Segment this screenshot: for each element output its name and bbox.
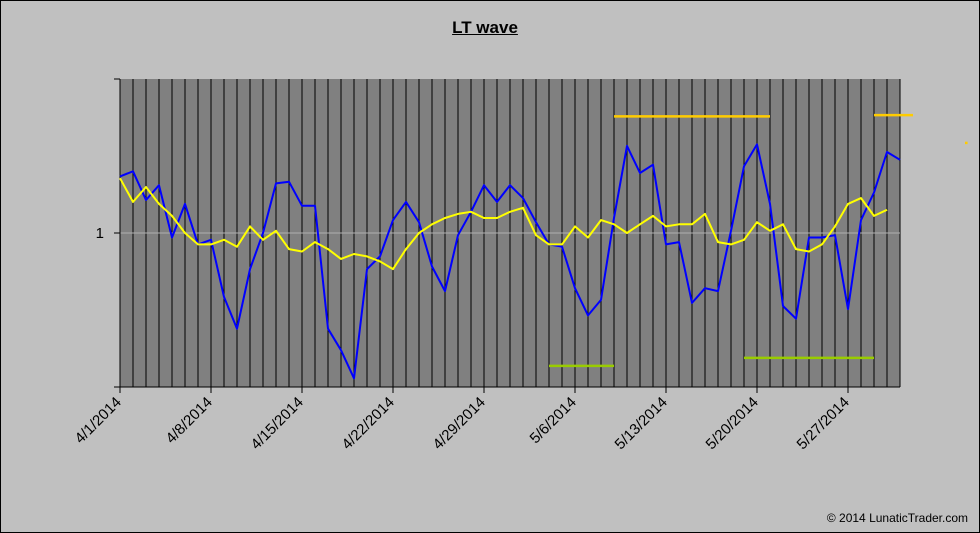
- x-tick-label: 5/13/2014: [612, 394, 671, 453]
- chart-title: LT wave: [452, 18, 518, 37]
- x-tick-label: 5/27/2014: [794, 394, 853, 453]
- x-tick-label: 4/8/2014: [163, 394, 216, 447]
- y-ticks: 1: [96, 78, 120, 388]
- series-line-1: [119, 143, 901, 380]
- x-tick-label: 4/22/2014: [339, 394, 398, 453]
- level-segments: [549, 113, 968, 368]
- x-tick-label: 4/1/2014: [72, 394, 125, 447]
- y-tick-label: 1: [96, 225, 104, 242]
- x-tick-label: 4/29/2014: [430, 394, 489, 453]
- x-tick-label: 4/15/2014: [248, 394, 307, 453]
- copyright-text: © 2014 LunaticTrader.com: [826, 511, 968, 525]
- series-lines: [119, 143, 901, 380]
- series-line-2: [119, 177, 888, 271]
- x-ticks: 4/1/2014 4/8/2014 4/15/2014 4/22/2014 4/29/2…: [72, 387, 853, 453]
- x-tick-label: 5/6/2014: [527, 394, 580, 447]
- x-tick-label: 5/20/2014: [703, 394, 762, 453]
